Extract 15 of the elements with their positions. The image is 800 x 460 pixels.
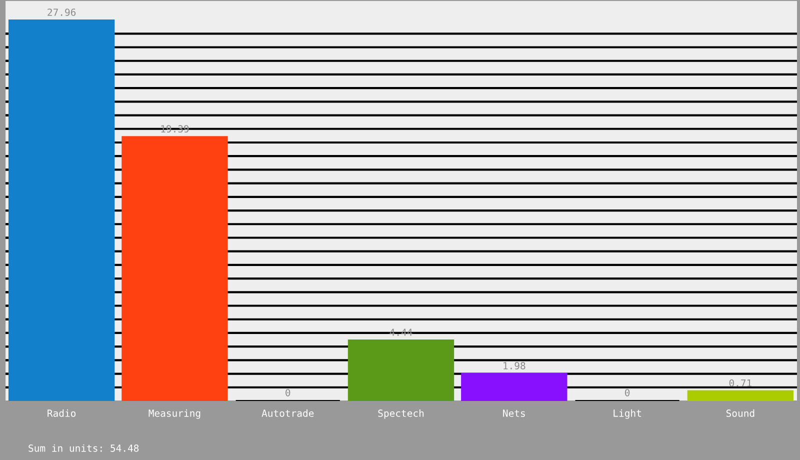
x-tick-label: Autotrade — [262, 409, 314, 417]
x-tick-label: Measuring — [148, 409, 200, 419]
x-tick-label: Radio — [48, 409, 76, 417]
data-label: 4.44 — [390, 328, 412, 336]
data-label: 0 — [286, 388, 290, 396]
data-label: 19.39 — [161, 125, 189, 133]
data-label: 27.96 — [48, 8, 76, 16]
x-tick-label: Sound — [726, 409, 754, 417]
text: Sum in units: 54.48 — [28, 444, 139, 452]
x-tick-label: Light — [614, 409, 641, 419]
x-tick-label: Spectech — [378, 409, 424, 419]
x-tick-label: Nets — [503, 410, 525, 417]
data-label: 1.98 — [504, 362, 526, 370]
data-label: 0.71 — [729, 379, 752, 387]
data-label: 0 — [624, 388, 630, 396]
